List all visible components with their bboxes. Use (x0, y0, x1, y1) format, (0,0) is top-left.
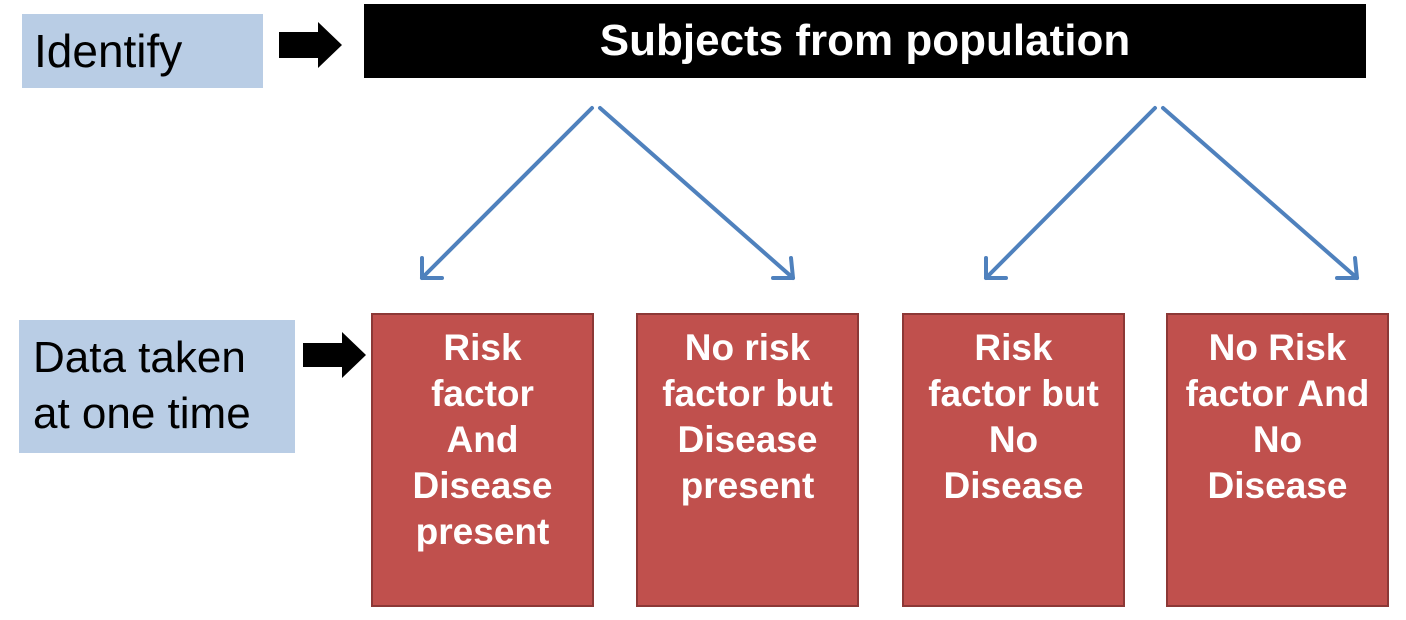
group-box-no-risk-but-disease: No risk factor but Disease present (636, 313, 859, 607)
data-taken-line-2: at one time (33, 389, 251, 438)
data-taken-line-1: Data taken (33, 333, 246, 382)
box-line: present (680, 465, 815, 506)
box-line: No (1252, 419, 1303, 460)
group-box-no-risk-and-no-disease: No Risk factor And No Disease (1166, 313, 1389, 607)
box-line: Disease (412, 465, 553, 506)
box-line: No (988, 419, 1039, 460)
box-line: And (446, 419, 519, 460)
box-line: No risk (684, 327, 811, 368)
arrow-icon (984, 106, 1157, 280)
group-box-risk-and-disease: Risk factor And Disease present (371, 313, 594, 607)
box-line: Risk (974, 327, 1053, 368)
box-line: Disease (1207, 465, 1348, 506)
group-box-risk-but-no-disease: Risk factor but No Disease (902, 313, 1125, 607)
identify-label: Identify (22, 14, 263, 88)
arrow-icon (598, 106, 795, 280)
arrow-icon (420, 106, 594, 280)
data-taken-label: Data taken at one time (19, 320, 295, 453)
box-line: Disease (677, 419, 818, 460)
box-line: Risk (443, 327, 522, 368)
block-arrow-right-icon (303, 332, 366, 378)
subjects-title-bar: Subjects from population (364, 4, 1366, 78)
box-line: factor (431, 373, 534, 414)
box-line: factor but (662, 373, 833, 414)
box-line: factor but (928, 373, 1099, 414)
box-line: Disease (943, 465, 1084, 506)
box-line: No Risk (1208, 327, 1347, 368)
block-arrow-right-icon (279, 22, 342, 68)
arrow-icon (1161, 106, 1359, 280)
box-line: present (415, 511, 550, 552)
box-line: factor And (1185, 373, 1370, 414)
